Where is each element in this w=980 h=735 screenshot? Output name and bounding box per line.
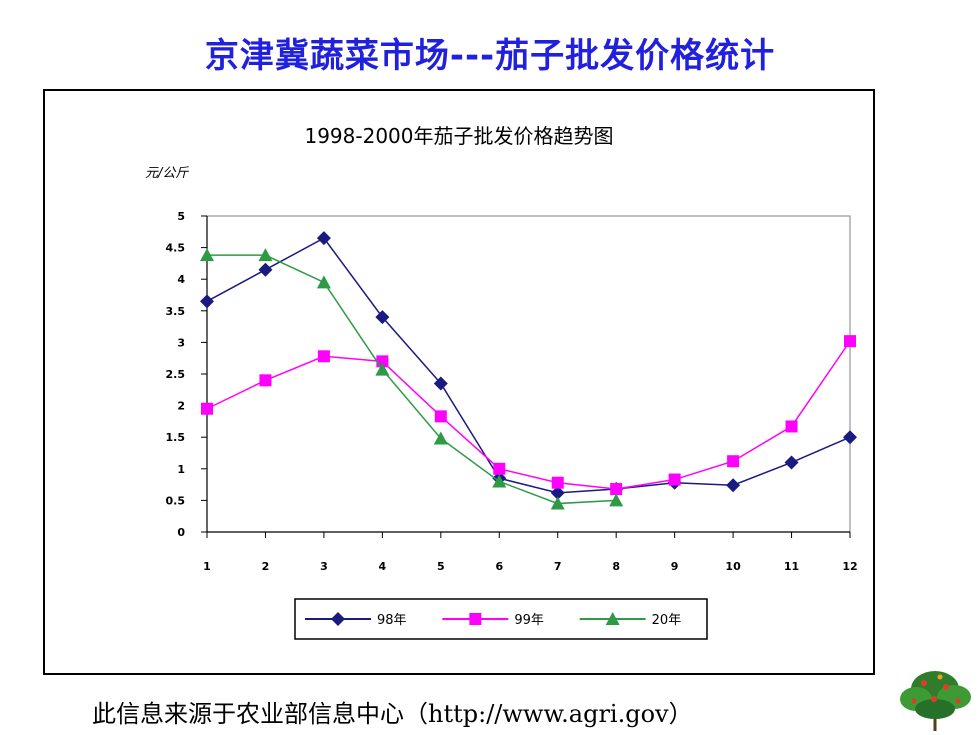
data-point [433,431,448,445]
data-point [316,231,331,246]
series-line [207,254,617,505]
data-point [200,248,214,262]
data-point [784,455,799,470]
data-point [610,483,623,496]
y-tick-label: 2.5 [166,368,186,381]
series-3 [200,248,624,510]
series-layer [200,231,857,510]
data-point [668,473,681,486]
x-tick-label: 6 [495,560,503,573]
data-point [259,374,272,387]
chart-title: 1998-2000年茄子批发价格趋势图 [304,124,613,148]
data-point [433,376,448,391]
legend: 98年 99年 20年 [294,598,708,640]
y-tick-label: 1.5 [166,431,186,444]
legend-marker [331,612,345,626]
data-point [201,402,213,415]
data-point [317,350,330,363]
x-tick-label: 7 [554,560,562,573]
y-tick-label: 2 [177,400,185,413]
y-tick-label: 0 [177,526,185,539]
data-point [492,474,507,488]
data-point [375,362,390,376]
y-tick-label: 1 [177,463,185,476]
x-tick-label: 3 [320,560,328,573]
data-point [843,430,857,445]
data-point [434,410,447,423]
series-line [206,340,851,490]
x-tick-label: 1 [203,560,211,573]
data-point [844,335,856,348]
x-tick-label: 4 [379,560,387,573]
slide-title: 京津冀蔬菜市场---茄子批发价格统计 [204,36,776,76]
data-point [551,476,564,489]
x-tick-label: 10 [725,560,741,573]
legend-marker [469,613,482,625]
x-tick-label: 12 [842,560,857,573]
chart-frame: 1998-2000年茄子批发价格趋势图 元/公斤 0 0.5 1 1.5 2 2.5 3 3.… [43,89,875,675]
x-tick-label: 8 [612,560,620,573]
y-tick-label: 4 [177,273,185,286]
line-chart: 1998-2000年茄子批发价格趋势图 元/公斤 0 0.5 1 1.5 2 2.5 3 3.… [145,124,858,640]
y-tick-label: 3 [177,336,185,349]
legend-label: 99年 [514,613,544,628]
data-point [316,275,331,289]
y-axis-label: 元/公斤 [145,166,189,181]
y-tick-label: 5 [177,210,185,223]
x-tick-label: 11 [784,560,799,573]
data-point [726,478,741,493]
data-point [550,496,565,510]
y-tick-label: 0.5 [166,494,186,507]
legend-label: 98年 [377,613,407,628]
x-tick-label: 9 [671,560,679,573]
data-point [200,294,214,309]
y-tick-label: 3.5 [166,305,186,318]
y-tick-label: 4.5 [166,242,186,255]
data-point [493,462,506,475]
x-tick-label: 5 [437,560,445,573]
plant-logo [900,671,971,731]
legend-label: 20年 [652,613,682,628]
x-tick-label: 2 [262,560,270,573]
data-point [550,485,565,500]
data-point [609,493,624,507]
series-2 [201,335,856,496]
data-point [258,248,273,262]
series-line [206,237,851,494]
plot-area [206,215,851,533]
legend-marker [605,612,620,625]
data-point [375,310,390,325]
data-point [785,420,798,433]
source-note: 此信息来源于农业部信息中心（http://www.agri.gov） [92,700,693,728]
axes: 00.511.522.533.544.551 2 3 4 5 6 7 8 9 10 11 12 [166,210,858,573]
data-point [258,262,273,277]
data-point [727,455,740,468]
